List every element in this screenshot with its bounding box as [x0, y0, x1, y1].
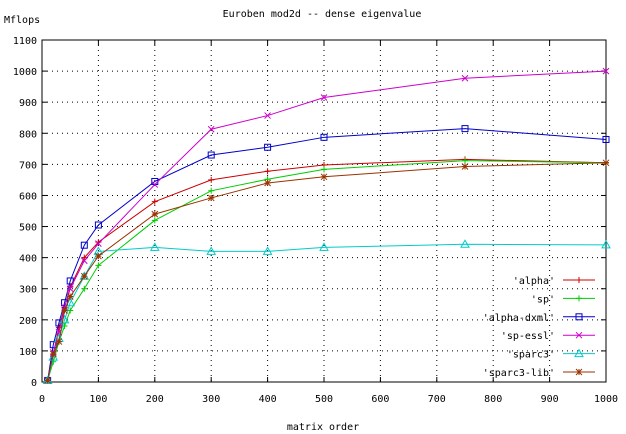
data-point — [207, 151, 215, 159]
x-tick-label: 500 — [315, 394, 333, 405]
data-point — [151, 181, 159, 188]
series-line — [47, 128, 607, 381]
data-point — [151, 217, 158, 224]
data-point — [149, 242, 160, 251]
data-point — [208, 187, 215, 194]
data-point — [208, 176, 215, 183]
y-tick-label: 700 — [19, 160, 37, 171]
x-tick-label: 600 — [371, 394, 389, 405]
data-point — [66, 293, 74, 300]
data-point — [94, 221, 102, 229]
data-point — [264, 143, 272, 151]
legend: 'alpha' 'sp' 'alpha-dxml' 'sp-essl' 'sparc3'… — [483, 276, 595, 379]
data-point — [95, 240, 102, 247]
x-tick-label: 1000 — [594, 394, 618, 405]
data-point — [206, 246, 217, 255]
data-point — [575, 313, 583, 321]
legend-label: 'sparc3' — [507, 350, 555, 361]
data-point — [95, 262, 102, 269]
chart-title: Euroben mod2d -- dense eigenvalue — [223, 9, 422, 20]
series-line — [47, 160, 607, 381]
data-point — [576, 295, 582, 302]
data-point — [61, 307, 68, 314]
data-point — [151, 198, 158, 205]
legend-label: 'alpha' — [513, 276, 555, 287]
x-tick-label: 100 — [89, 394, 107, 405]
data-point — [575, 368, 583, 376]
grid — [42, 40, 606, 382]
series-2 — [44, 125, 610, 384]
data-point — [66, 285, 74, 293]
series-5 — [44, 159, 610, 384]
data-point — [66, 277, 74, 285]
data-point — [460, 239, 470, 248]
data-point — [67, 307, 74, 314]
data-point — [151, 210, 159, 218]
data-point — [80, 257, 88, 265]
y-tick-label: 800 — [19, 129, 37, 140]
y-tick-label: 500 — [19, 223, 37, 234]
data-point — [320, 94, 328, 101]
data-point — [602, 159, 610, 167]
x-tick-label: 700 — [428, 394, 446, 405]
y-axis-label: Mflops — [4, 15, 40, 26]
data-point — [461, 125, 469, 133]
data-point — [81, 285, 88, 292]
data-point — [264, 168, 271, 175]
y-tick-label: 400 — [19, 254, 37, 265]
legend-label: 'alpha-dxml' — [483, 313, 555, 324]
data-point — [207, 125, 215, 133]
data-point — [264, 179, 271, 187]
x-tick-label: 400 — [259, 394, 277, 405]
y-tick-label: 300 — [19, 285, 37, 296]
data-point — [44, 377, 51, 384]
data-point — [95, 252, 102, 260]
data-point — [262, 246, 273, 255]
series-line — [47, 158, 607, 381]
data-point — [461, 74, 469, 82]
x-tick-label: 300 — [202, 394, 220, 405]
data-point — [55, 338, 63, 345]
y-tick-label: 1000 — [13, 67, 37, 78]
axes: 0 100 200 300 400 500 600 700 800 900 1000 0 100 200 3… — [13, 36, 618, 405]
legend-label: 'sp' — [531, 294, 555, 305]
legend-label: 'sparc3-lib' — [483, 368, 555, 379]
data-point — [264, 112, 271, 119]
x-tick-label: 800 — [484, 394, 502, 405]
data-point — [461, 163, 469, 170]
data-point — [320, 173, 328, 181]
y-tick-label: 600 — [19, 191, 37, 202]
y-tick-label: 1100 — [13, 36, 37, 47]
data-point — [80, 272, 88, 280]
x-axis-label: matrix order — [287, 422, 359, 433]
data-point — [80, 241, 88, 249]
legend-label: 'sp-essl' — [501, 331, 555, 342]
y-tick-label: 900 — [19, 98, 37, 109]
y-tick-label: 200 — [19, 316, 37, 327]
x-tick-label: 200 — [146, 394, 164, 405]
data-point — [49, 350, 57, 358]
data-point — [576, 277, 582, 283]
series-line — [47, 243, 607, 381]
data-point — [575, 331, 583, 339]
data-point — [320, 133, 328, 141]
data-point — [321, 166, 327, 173]
y-tick-label: 100 — [19, 347, 37, 358]
data-point — [602, 135, 610, 143]
series-group — [42, 67, 611, 384]
x-tick-label: 900 — [541, 394, 559, 405]
x-tick-label: 0 — [39, 394, 45, 405]
data-point — [462, 157, 468, 164]
y-tick-label: 0 — [31, 378, 37, 389]
data-point — [602, 67, 610, 75]
data-point — [601, 239, 611, 249]
data-point — [319, 242, 329, 251]
series-0 — [44, 156, 609, 384]
data-point — [207, 194, 215, 202]
data-point — [574, 348, 584, 358]
